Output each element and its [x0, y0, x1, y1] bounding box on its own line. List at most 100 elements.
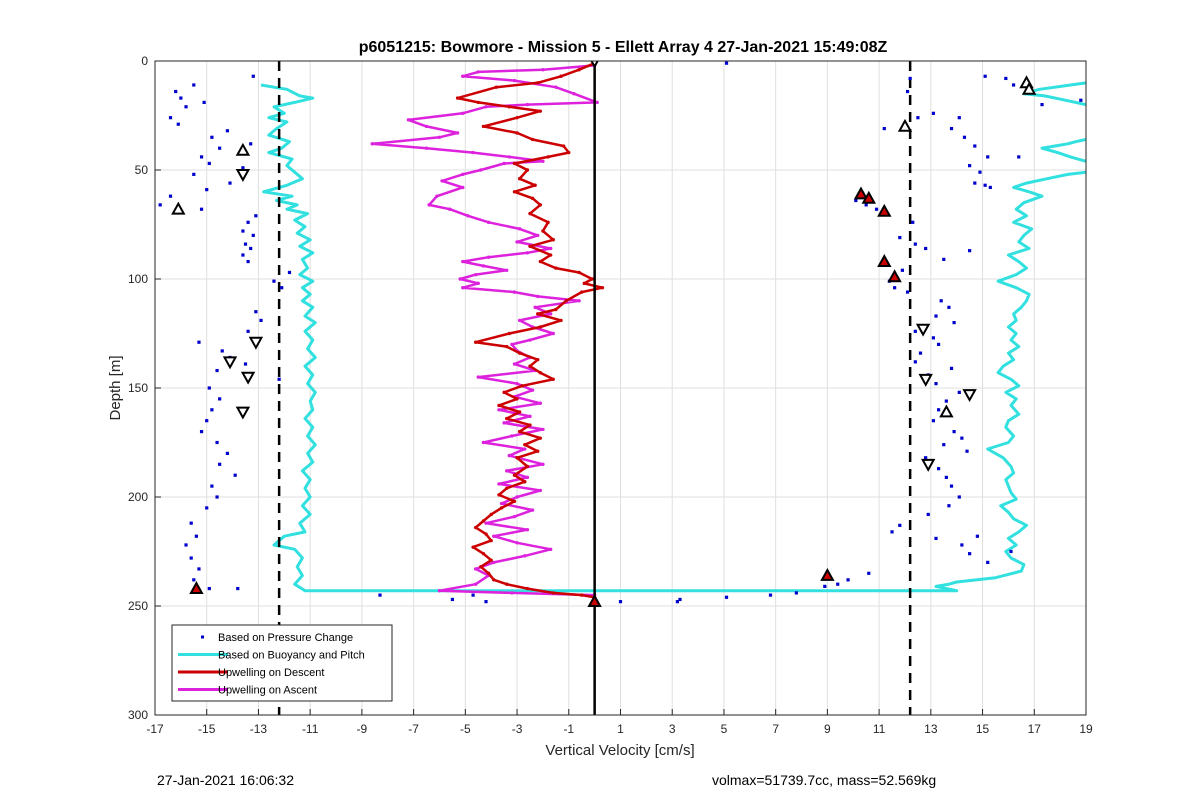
pressure-point	[947, 504, 951, 508]
upwelling-triangle-marker	[877, 203, 892, 217]
pressure-point	[194, 534, 198, 538]
pressure-point	[243, 242, 248, 246]
pressure-point	[272, 279, 276, 283]
descent-upwelling-line-point	[577, 68, 581, 72]
pressure-point	[936, 408, 941, 412]
ascent-upwelling-line-point	[515, 541, 519, 545]
descent-upwelling-line-point	[512, 499, 517, 504]
pressure-point	[179, 96, 183, 100]
ascent-upwelling-line-point	[533, 305, 537, 310]
ascent-upwelling-line-point	[505, 268, 509, 272]
pressure-point	[957, 390, 961, 394]
ascent-upwelling-line-point	[541, 462, 545, 466]
descent-upwelling-line-point	[528, 364, 532, 368]
descent-upwelling-line-point	[497, 493, 501, 497]
pressure-point	[241, 229, 245, 233]
ascent-upwelling-line-point	[473, 272, 478, 277]
buoyancy-pitch-line	[1040, 138, 1086, 163]
pressure-point	[924, 456, 928, 460]
pressure-point	[960, 436, 964, 440]
descent-triangle-marker	[590, 61, 599, 69]
ascent-upwelling-line-point	[525, 528, 530, 532]
ticks: -17 -15 -13 -11 -9 -7 -5 -3 -1 1 3 5 7 9 11 13 15 17 19050…	[128, 54, 1093, 736]
descent-upwelling-line-point	[538, 325, 543, 329]
y-tick-label: 300	[128, 708, 148, 722]
pressure-point	[983, 74, 987, 78]
upwelling-triangle-marker	[887, 269, 902, 283]
pressure-point	[874, 207, 879, 211]
ascent-upwelling-line-point	[440, 179, 444, 183]
pressure-point	[192, 83, 196, 87]
pressure-point	[168, 116, 173, 120]
pressure-point	[724, 595, 729, 599]
descent-upwelling-line-point	[536, 357, 540, 362]
descent-upwelling-line-point	[538, 109, 543, 113]
pressure-point	[254, 310, 258, 314]
x-axis-label: Vertical Velocity [cm/s]	[545, 742, 694, 759]
descent-upwelling-line-point	[512, 473, 517, 477]
ascent-upwelling-line-point	[502, 421, 506, 425]
descent-upwelling-line-point	[536, 449, 540, 453]
ascent-upwelling-line-point	[517, 318, 522, 323]
plot-content	[158, 61, 1086, 715]
descent-upwelling-line-point	[567, 150, 571, 155]
pressure-point	[931, 111, 936, 115]
x-tick-label: 1	[617, 722, 624, 736]
upwelling-triangle-marker	[587, 594, 602, 607]
ascent-upwelling-line-point	[479, 168, 483, 172]
ascent-upwelling-line-point	[595, 100, 599, 105]
upwelling-triangle-marker	[189, 581, 204, 594]
pressure-point	[678, 597, 682, 602]
ascent-upwelling-line-point	[461, 185, 465, 190]
ascent-triangle-marker	[1021, 81, 1037, 95]
pressure-point	[911, 220, 915, 224]
x-tick-label: 15	[976, 722, 990, 736]
pressure-point	[988, 185, 992, 190]
ascent-upwelling-line-point	[523, 447, 527, 451]
descent-upwelling-line-point	[505, 344, 509, 349]
plot-layers	[158, 61, 1086, 715]
pressure-point	[864, 203, 868, 207]
descent-upwelling-line-point	[546, 155, 550, 159]
ascent-upwelling-line-point	[548, 312, 553, 316]
pressure-point	[944, 399, 948, 403]
upwelling-triangle-marker	[877, 254, 892, 267]
pressure-point	[1040, 103, 1044, 107]
pressure-point	[890, 530, 894, 534]
pressure-point	[867, 571, 871, 575]
y-tick-label: 250	[128, 599, 148, 613]
pressure-point	[913, 242, 917, 246]
y-tick-label: 200	[128, 490, 148, 504]
pressure-point	[924, 246, 928, 251]
x-tick-label: -11	[302, 722, 319, 736]
pressure-point	[1079, 98, 1083, 102]
pressure-point	[215, 495, 219, 499]
pressure-point	[287, 270, 292, 275]
pressure-point	[251, 233, 255, 237]
pressure-point	[205, 188, 209, 192]
descent-upwelling-line-point	[494, 85, 499, 89]
pressure-point	[1017, 155, 1021, 159]
pressure-point	[882, 126, 886, 131]
descent-upwelling-line-point	[525, 168, 530, 172]
ascent-upwelling-line-point	[492, 534, 496, 538]
descent-upwelling-line-point	[505, 582, 509, 586]
pressure-point	[986, 155, 990, 159]
ascent-upwelling-line-point	[505, 469, 509, 473]
pressure-point	[205, 506, 209, 510]
pressure-point	[233, 473, 237, 477]
x-tick-label: -15	[198, 722, 216, 736]
pressure-point	[952, 430, 956, 434]
pressure-point	[986, 560, 990, 564]
descent-upwelling-line-point	[564, 299, 568, 303]
pressure-point	[207, 386, 211, 390]
ascent-upwelling-line-point	[461, 259, 465, 264]
x-tick-label: -3	[512, 722, 523, 736]
descent-triangle-marker	[235, 406, 251, 420]
ascent-upwelling-line-point	[517, 227, 522, 231]
descent-upwelling-line-point	[533, 183, 537, 187]
pressure-point	[184, 105, 188, 109]
ascent-upwelling-line-point	[486, 255, 491, 259]
ascent-upwelling-line-point	[541, 159, 545, 163]
pressure-point	[246, 259, 250, 264]
